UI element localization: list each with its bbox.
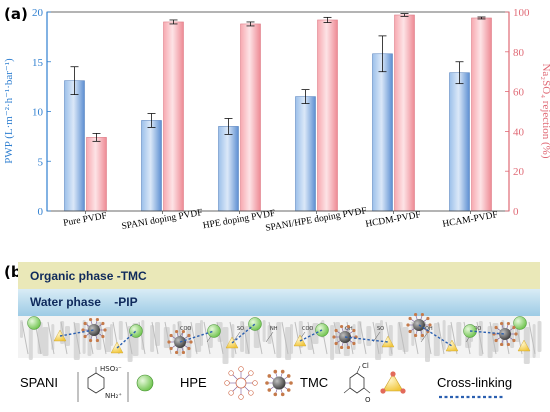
bar-chart: 0 5 10 15 20 0 20 40 60 80 100 Pure PVDF SPANI dop…: [3, 7, 550, 234]
spani-particle-2: [207, 324, 221, 338]
hpe-particle-icon: [265, 369, 293, 397]
pwp-bar-1: [141, 120, 162, 212]
hpe-core-0: [88, 324, 100, 336]
bars: [64, 14, 492, 212]
right-tick-label-0: 0: [513, 206, 519, 218]
group-label-7: OH: [425, 326, 433, 332]
schematic: Organic phase -TMC Water phase -PIP COO O…: [18, 262, 542, 364]
right-tick-label-4: 80: [513, 47, 525, 59]
right-tick-label-2: 40: [513, 126, 525, 138]
legend-tmc-label: TMC: [300, 375, 328, 390]
group-label-5: OH: [345, 326, 353, 332]
tmc-chloride-label: Cl: [362, 362, 369, 370]
legend-crosslinking-label: Cross-linking: [437, 375, 512, 390]
pwp-error-2: [224, 118, 233, 135]
left-tick-label-4: 20: [32, 7, 44, 19]
right-axis-title: Na₂SO₄ rejection (%): [540, 63, 550, 158]
pwp-bar-4: [372, 53, 393, 212]
rejection-bar-5: [471, 17, 492, 212]
tmc-particle-4: [381, 335, 395, 348]
pwp-error-3: [301, 89, 310, 104]
error-bars: [70, 13, 486, 142]
left-ticks: 0 5 10 15 20: [32, 7, 51, 218]
rejection-error-2: [246, 21, 255, 27]
hpe-dendrimer-icon: [224, 366, 258, 400]
group-label-6: SO: [377, 326, 384, 332]
rejection-bar-2: [240, 23, 261, 212]
spani-particle-1: [129, 324, 143, 338]
group-label-4: COO: [302, 326, 313, 332]
rejection-error-5: [477, 16, 486, 20]
left-axis-title: PWP (L·m⁻²·h⁻¹·bar⁻¹): [3, 58, 15, 164]
pwp-error-4: [378, 35, 387, 73]
spani-structure-icon: HSO₃⁻ NH₂⁺: [77, 365, 129, 402]
hpe-particle-2: [332, 324, 358, 350]
left-tick-label-2: 10: [32, 107, 44, 119]
rejection-error-0: [92, 132, 101, 142]
tmc-triangle-icon: [380, 371, 406, 394]
rejection-error-4: [400, 13, 409, 17]
plot-frame: [46, 11, 510, 212]
water-phase-layer: [18, 289, 540, 316]
spani-particle-3: [248, 317, 262, 331]
right-tick-label-3: 60: [513, 87, 525, 99]
legend-hpe-label: HPE: [180, 375, 207, 390]
pwp-error-0: [70, 66, 79, 95]
tmc-particle-6: [517, 339, 531, 352]
spani-amine-label: NH₂⁺: [105, 392, 122, 400]
tmc-structure-icon: Cl O: [343, 362, 371, 404]
organic-phase-layer: [18, 262, 540, 289]
pwp-bar-2: [218, 126, 239, 212]
left-tick-label-1: 5: [38, 156, 44, 168]
left-tick-label-0: 0: [38, 206, 44, 218]
rejection-bar-1: [163, 21, 184, 212]
spani-sulfonate-label: HSO₃⁻: [100, 365, 122, 373]
pwp-error-5: [455, 61, 464, 85]
group-label-2: SO: [237, 326, 244, 332]
group-label-3: NH: [270, 326, 278, 332]
pwp-bar-0: [64, 80, 85, 212]
pwp-error-1: [147, 113, 156, 128]
tmc-particle-5: [445, 339, 459, 352]
spani-sphere-icon: [136, 374, 154, 392]
rejection-error-1: [169, 19, 178, 25]
panel-a-label: (a): [4, 5, 28, 23]
organic-phase-label: Organic phase -TMC: [30, 269, 147, 283]
left-tick-label-3: 15: [32, 57, 44, 69]
spani-particle-6: [513, 316, 527, 330]
rejection-error-3: [323, 16, 332, 23]
rejection-bar-0: [86, 137, 107, 212]
pwp-bar-5: [449, 72, 470, 212]
rejection-bar-4: [394, 14, 415, 212]
right-tick-label-5: 100: [513, 7, 530, 19]
particles: [27, 312, 531, 355]
rejection-bar-3: [317, 19, 338, 212]
spani-particle-0: [27, 316, 41, 330]
legend-spani-label: SPANI: [20, 375, 58, 390]
right-ticks: 0 20 40 60 80 100: [505, 7, 530, 218]
category-label-3: SPANI/HPE doping PVDF: [265, 206, 368, 234]
water-phase-label: Water phase -PIP: [30, 295, 138, 309]
right-tick-label-1: 20: [513, 166, 525, 178]
schematic-legend: SPANI HSO₃⁻ NH₂⁺ HPE TMC Cl O Cr: [20, 362, 512, 404]
tmc-carbonyl-label: O: [365, 396, 371, 404]
pwp-bar-3: [295, 96, 316, 212]
group-label-0: COO: [180, 326, 191, 332]
hpe-core-4: [499, 328, 511, 340]
hpe-particle-0: [81, 317, 107, 343]
